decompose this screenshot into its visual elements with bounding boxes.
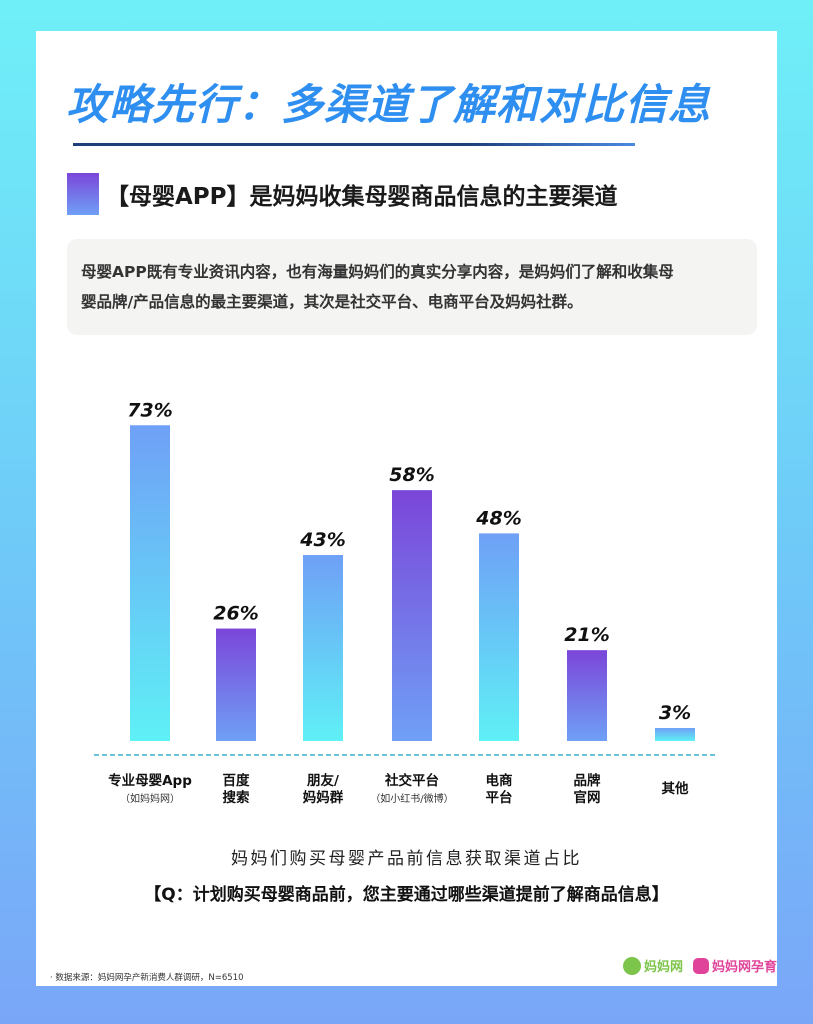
category-label-5-line-2: 平台: [486, 789, 513, 806]
description-box: 母婴APP既有专业资讯内容，也有海量妈妈们的真实分享内容，是妈妈们了解和收集母 …: [67, 239, 757, 335]
section-subtitle: 【母婴APP】是妈妈收集母婴商品信息的主要渠道: [106, 184, 618, 210]
value-label-7: 3%: [659, 702, 691, 724]
category-label-2-line-2: 搜索: [223, 789, 250, 806]
bar-6: [567, 650, 607, 741]
value-label-4: 58%: [389, 464, 434, 486]
category-label-6-line-2: 官网: [574, 789, 601, 806]
subtitle-accent-bar: [67, 173, 99, 215]
category-label-2-line-1: 百度: [223, 772, 250, 789]
bar-3: [303, 555, 343, 741]
category-label-5-line-1: 电商: [486, 772, 513, 789]
bar-1: [130, 425, 170, 741]
survey-question: 【Q：计划购买母婴商品前，您主要通过哪些渠道提前了解商品信息】: [144, 885, 669, 905]
page-title: 攻略先行：多渠道了解和对比信息: [66, 80, 712, 129]
category-note-1: （如妈妈网）: [120, 792, 180, 805]
mamawang-yunyu-logo: 妈妈网孕育: [692, 956, 777, 975]
bar-7: [655, 728, 695, 741]
category-label-4-line-1: 社交平台: [384, 772, 439, 789]
bar-5: [479, 533, 519, 741]
brand-logos: 妈妈网 妈妈网孕育: [622, 956, 777, 975]
value-label-3: 43%: [299, 529, 345, 551]
mamawang-yunyu-logo-icon: [692, 957, 709, 974]
description-line-2: 婴品牌/产品信息的最主要渠道，其次是社交平台、电商平台及妈妈社群。: [81, 293, 583, 311]
data-source-note: · 数据来源：妈妈网孕产新消费人群调研，N=6510: [50, 973, 244, 983]
mamawang-logo: 妈妈网: [622, 956, 683, 975]
category-label-7-line-1: 其他: [662, 780, 690, 797]
mamawang-logo-text: 妈妈网: [643, 960, 683, 975]
bar-2: [216, 628, 256, 741]
description-text: 母婴APP既有专业资讯内容，也有海量妈妈们的真实分享内容，是妈妈们了解和收集母 …: [81, 257, 743, 317]
category-label-3-line-1: 朋友/: [306, 772, 339, 789]
category-note-4: （如小红书/微博）: [370, 792, 453, 805]
chart-caption: 妈妈们购买母婴产品前信息获取渠道占比: [231, 849, 582, 869]
mamawang-logo-icon: [622, 956, 641, 975]
category-label-1-line-1: 专业母婴App: [108, 772, 192, 789]
category-label-6-line-1: 品牌: [574, 772, 602, 789]
value-label-5: 48%: [475, 507, 521, 529]
report-card: 攻略先行：多渠道了解和对比信息 【母婴APP】是妈妈收集母婴商品信息的主要渠道 …: [36, 31, 777, 986]
value-label-1: 73%: [127, 399, 172, 421]
bar-4: [392, 490, 432, 741]
value-label-2: 26%: [213, 603, 258, 625]
mamawang-yunyu-logo-text: 妈妈网孕育: [711, 960, 777, 975]
value-label-6: 21%: [564, 624, 609, 646]
title-underline: [73, 143, 635, 146]
description-line-1: 母婴APP既有专业资讯内容，也有海量妈妈们的真实分享内容，是妈妈们了解和收集母: [81, 263, 674, 281]
category-label-3-line-2: 妈妈群: [303, 789, 344, 806]
